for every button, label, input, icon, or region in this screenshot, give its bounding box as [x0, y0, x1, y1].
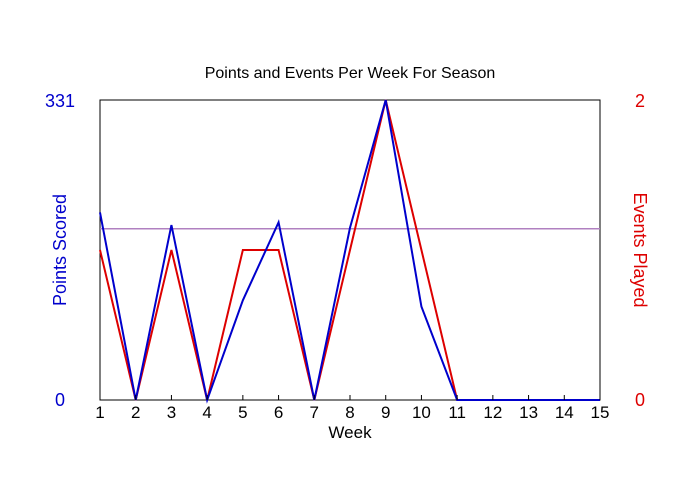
y-axis-right-label: Events Played — [630, 192, 650, 307]
x-tick-label: 11 — [448, 403, 466, 422]
chart-title: Points and Events Per Week For Season — [205, 65, 496, 82]
y-right-max-label: 2 — [635, 91, 645, 111]
series-line-points-scored — [99, 99, 600, 404]
x-tick-label: 2 — [131, 403, 140, 422]
x-axis-label: Week — [328, 423, 372, 442]
x-tick-label: 7 — [310, 403, 319, 422]
x-tick-label: 3 — [167, 403, 176, 422]
x-tick-label: 4 — [202, 403, 211, 422]
y-right-min-label: 0 — [635, 390, 645, 410]
x-tick-label: 15 — [591, 403, 610, 422]
x-tick-label: 13 — [519, 403, 538, 422]
y-left-max-label: 331 — [45, 91, 75, 111]
x-tick-label: 8 — [345, 403, 354, 422]
x-tick-label: 5 — [238, 403, 247, 422]
y-axis-left-label: Points Scored — [50, 194, 70, 306]
x-tick-label: 14 — [555, 403, 574, 422]
y-left-min-label: 0 — [55, 390, 65, 410]
series-layer — [99, 99, 600, 404]
x-tick-label: 9 — [381, 403, 390, 422]
x-tick-label: 12 — [483, 403, 502, 422]
x-tick-label: 1 — [95, 403, 104, 422]
x-tick-label: 10 — [412, 403, 431, 422]
x-ticks: 1 2 3 4 5 6 7 8 9 10 11 12 13 14 15 — [95, 395, 609, 422]
x-tick-label: 6 — [274, 403, 283, 422]
